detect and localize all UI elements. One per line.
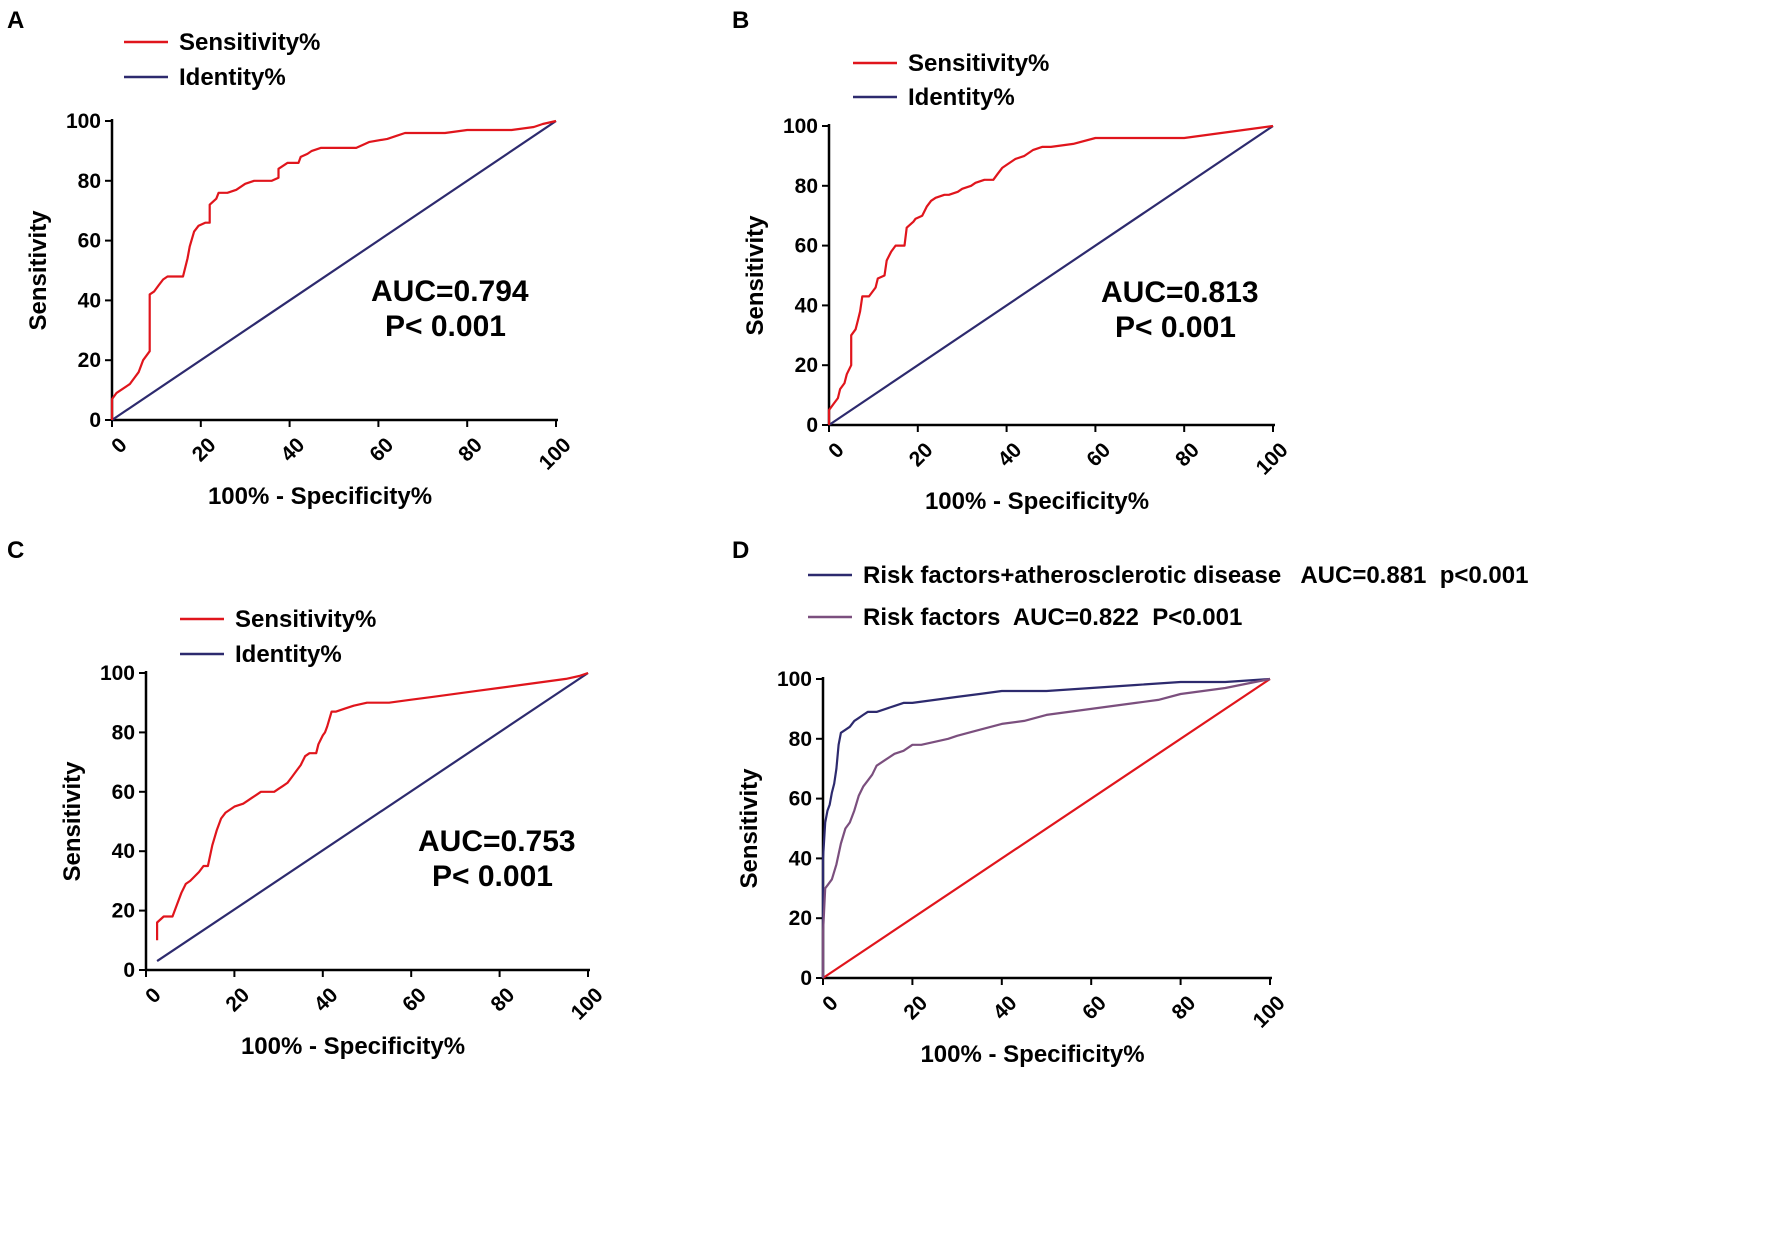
y-tick-label: 80 [112,721,135,744]
y-tick-label: 20 [789,907,812,930]
x-axis-title: 100% - Specificity% [920,1041,1144,1068]
x-tick-label: 80 [1171,438,1204,471]
auc-annotation: AUC=0.794 [371,275,529,308]
series-curve-0-line [821,677,1271,978]
legend-label: Sensitivity% [235,606,376,633]
x-tick-label: 100 [1252,438,1293,479]
y-tick-label: 60 [112,781,135,804]
y-axis-title: Sensitivity [736,768,763,889]
panel-letter: D [732,537,749,564]
series-identity-line [828,125,1274,426]
y-tick-label: 20 [795,354,818,377]
y-tick-label: 0 [806,414,818,437]
x-tick-label: 20 [905,438,938,471]
y-axis-title: Sensitivity [59,761,86,882]
x-tick-label: 60 [1082,438,1115,471]
y-tick-label: 100 [100,662,135,685]
x-tick-label: 0 [141,983,166,1008]
y-tick-label: 40 [795,294,818,317]
y-tick-label: 40 [789,847,812,870]
x-tick-label: 100 [535,433,576,474]
series-identity-line [156,672,589,963]
panel-a: A 0 20 40 60 80 100 0 20 40 60 80 100 100% - Specific… [7,7,576,510]
x-tick-label: 100 [1249,991,1290,1032]
y-tick-label: 20 [112,900,135,923]
x-tick-label: 40 [989,991,1022,1024]
x-axis-title: 100% - Specificity% [925,488,1149,515]
y-tick-label: 60 [78,230,101,253]
series-identity-line [822,678,1271,979]
panel-letter: C [7,537,24,564]
y-tick-label: 60 [789,788,812,811]
auc-annotation: AUC=0.753 [418,825,576,858]
y-axis-title: Sensitivity [25,210,52,331]
x-tick-label: 0 [824,438,849,463]
y-tick-label: 80 [789,728,812,751]
x-tick-label: 20 [221,983,254,1016]
p-value-annotation: P< 0.001 [1115,311,1236,344]
legend-label: Risk factors+atherosclerotic disease AUC… [863,562,1528,589]
y-tick-label: 100 [783,115,818,138]
y-tick-label: 80 [795,175,818,198]
y-tick-label: 0 [800,967,812,990]
y-tick-label: 100 [777,668,812,691]
series-curve-1-line [821,677,1271,978]
x-tick-label: 80 [454,433,487,466]
x-axis-title: 100% - Specificity% [241,1033,465,1060]
x-tick-label: 80 [1168,991,1201,1024]
legend-label: Risk factors AUC=0.822 P<0.001 [863,604,1242,631]
panel-d: D 0 20 40 60 80 100 0 20 40 60 80 100 100% - Specific… [732,537,1528,1068]
y-tick-label: 60 [795,235,818,258]
p-value-annotation: P< 0.001 [432,860,553,893]
legend-label: Sensitivity% [179,29,320,56]
x-tick-label: 20 [188,433,221,466]
series-curve-0-line [110,119,557,420]
y-axis-title: Sensitivity [742,215,769,336]
x-tick-label: 20 [899,991,932,1024]
y-tick-label: 40 [112,840,135,863]
panel-letter: A [7,7,24,34]
y-tick-label: 0 [89,409,101,432]
legend-label: Identity% [179,64,286,91]
y-tick-label: 80 [78,170,101,193]
series-curve-0-line [827,124,1274,425]
x-tick-label: 60 [1078,991,1111,1024]
x-tick-label: 60 [398,983,431,1016]
x-tick-label: 80 [487,983,520,1016]
series-curve-0-line [156,671,589,941]
panel-b: B 0 20 40 60 80 100 0 20 40 60 80 100 100% - Specific… [732,7,1293,515]
x-tick-label: 0 [107,433,132,458]
legend-label: Identity% [235,641,342,668]
auc-annotation: AUC=0.813 [1101,276,1259,309]
panel-c: C 0 20 40 60 80 100 0 20 40 60 80 100 100% - Specific… [7,537,608,1060]
legend-label: Sensitivity% [908,50,1049,77]
x-tick-label: 60 [365,433,398,466]
p-value-annotation: P< 0.001 [385,310,506,343]
legend-label: Identity% [908,84,1015,111]
y-tick-label: 100 [66,110,101,133]
x-axis-title: 100% - Specificity% [208,483,432,510]
y-tick-label: 0 [123,959,135,982]
x-tick-label: 0 [818,991,843,1016]
x-tick-label: 40 [310,983,343,1016]
x-tick-label: 100 [567,983,608,1024]
y-tick-label: 20 [78,349,101,372]
panel-letter: B [732,7,749,34]
x-tick-label: 40 [994,438,1027,471]
x-tick-label: 40 [277,433,310,466]
y-tick-label: 40 [78,289,101,312]
series-identity-line [111,120,557,421]
